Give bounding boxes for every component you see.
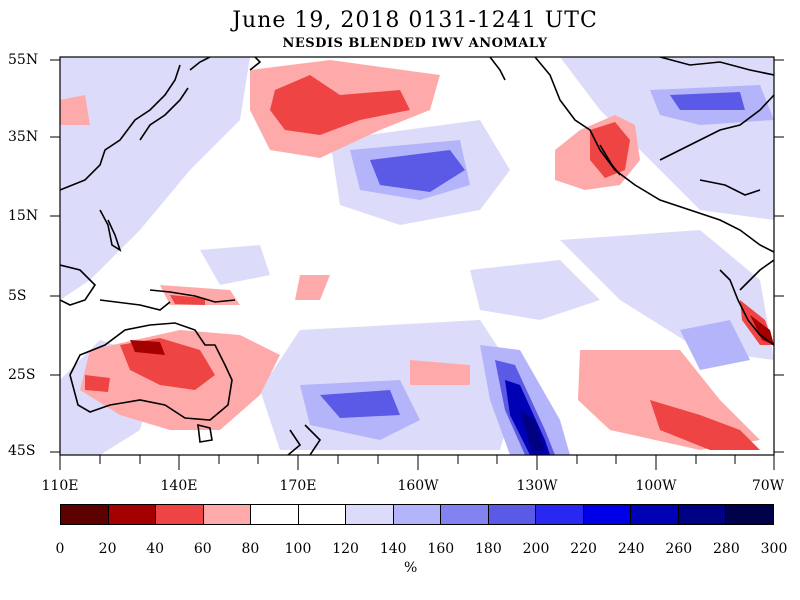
- colorbar-swatch: [61, 505, 109, 524]
- colorbar-tick-label: 180: [475, 541, 502, 557]
- colorbar: [60, 504, 774, 525]
- lat-label-25s: 25S: [8, 367, 36, 383]
- colorbar-swatch: [108, 505, 157, 524]
- chart-subtitle: NESDIS BLENDED IWV ANOMALY: [282, 36, 548, 51]
- colorbar-tick-label: 60: [193, 541, 212, 557]
- colorbar-tick-label: 260: [665, 541, 693, 557]
- colorbar-tick-label: 100: [284, 541, 312, 557]
- lat-label-35n: 35N: [8, 129, 39, 145]
- colorbar-tick-label: 80: [241, 541, 260, 557]
- lat-label-5s: 5S: [8, 288, 27, 304]
- colorbar-swatch: [203, 505, 252, 524]
- lon-label-130w: 130W: [516, 478, 558, 494]
- colorbar-tick-label: 200: [522, 541, 550, 557]
- colorbar-swatch: [441, 505, 489, 524]
- lon-label-70w: 70W: [751, 478, 785, 494]
- colorbar-swatch: [726, 505, 773, 524]
- colorbar-tick-label: 280: [713, 541, 740, 557]
- chart-title: June 19, 2018 0131-1241 UTC: [232, 8, 598, 33]
- colorbar-tick-label: 300: [760, 541, 788, 557]
- anomaly-field: [60, 57, 774, 455]
- colorbar-swatch: [536, 505, 584, 524]
- colorbar-tick-label: 140: [379, 541, 407, 557]
- colorbar-swatch: [298, 505, 347, 524]
- lat-label-55n: 55N: [8, 52, 39, 68]
- coastlines: [60, 57, 774, 455]
- lon-label-140e: 140E: [160, 478, 198, 494]
- colorbar-tick-label: 20: [98, 541, 117, 557]
- lon-label-160w: 160W: [397, 478, 439, 494]
- colorbar-swatch: [488, 505, 537, 524]
- colorbar-swatch: [631, 505, 679, 524]
- lat-label-45s: 45S: [8, 443, 36, 459]
- lat-label-15n: 15N: [8, 208, 39, 224]
- colorbar-tick-label: 40: [146, 541, 165, 557]
- colorbar-swatch: [393, 505, 442, 524]
- colorbar-swatch: [156, 505, 204, 524]
- colorbar-swatch: [678, 505, 727, 524]
- colorbar-tick-label: 220: [570, 541, 597, 557]
- lon-label-100w: 100W: [635, 478, 677, 494]
- colorbar-tick-label: 0: [55, 541, 65, 557]
- colorbar-swatch: [346, 505, 394, 524]
- colorbar-tick-label: 240: [617, 541, 645, 557]
- colorbar-tick-label: 160: [427, 541, 455, 557]
- map-frame: [59, 56, 775, 456]
- lon-label-110e: 110E: [41, 478, 79, 494]
- colorbar-swatch: [583, 505, 632, 524]
- colorbar-tick-label: 120: [332, 541, 359, 557]
- colorbar-swatch: [251, 505, 299, 524]
- colorbar-units: %: [404, 560, 418, 576]
- lon-label-170e: 170E: [279, 478, 317, 494]
